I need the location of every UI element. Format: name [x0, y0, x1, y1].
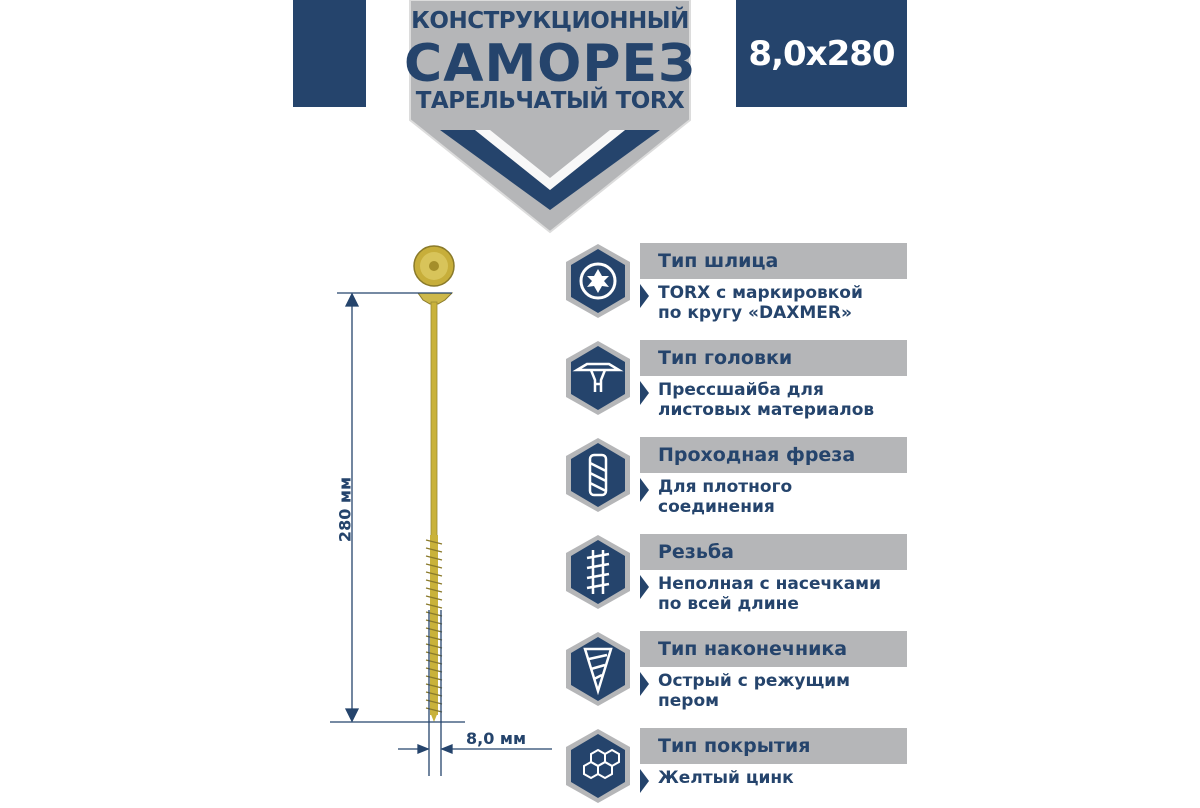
feature-row: Тип покрытия Желтый цинк: [565, 728, 910, 808]
feature-description: TORX с маркировкой по кругу «DAXMER»: [658, 283, 863, 323]
thread-line: [425, 563, 443, 569]
arrow-icon: [640, 478, 649, 502]
screw-drawing: [330, 245, 552, 776]
banner-shape: [409, 0, 691, 234]
feature-title: Тип наконечника: [640, 631, 907, 667]
diameter-label: 8,0 мм: [466, 729, 527, 748]
chevron-icon: [440, 130, 660, 210]
dimension-lines: [330, 292, 552, 776]
feature-description: Для плотного соединения: [658, 477, 793, 517]
feature-description: Желтый цинк: [658, 768, 794, 788]
thread-line: [425, 603, 443, 609]
feature-row: Тип наконечника Острый с режущим пером: [565, 631, 910, 711]
feature-title: Проходная фреза: [640, 437, 907, 473]
feature-row: Тип шлица TORX с маркировкой по кругу «D…: [565, 243, 910, 323]
tip-icon: [566, 632, 630, 706]
title-main: САМОРЕЗ: [404, 34, 696, 94]
feature-title: Тип покрытия: [640, 728, 907, 764]
thread-line: [425, 571, 443, 577]
feature-description: Неполная с насечками по всей длине: [658, 574, 881, 614]
arrow-icon: [640, 575, 649, 599]
feature-description: Прессшайба для листовых материалов: [658, 380, 875, 420]
feature-row: Резьба Неполная с насечками по всей длин…: [565, 534, 910, 614]
thread-icon: [566, 535, 630, 609]
torx-icon: [566, 244, 630, 318]
feature-description: Острый с режущим пером: [658, 671, 851, 711]
arrow-icon: [640, 769, 649, 793]
feature-title: Тип шлица: [640, 243, 907, 279]
thread-line: [425, 539, 443, 545]
title-banner: КОНСТРУКЦИОННЫЙ САМОРЕЗ ТАРЕЛЬЧАТЫЙ TORX: [380, 0, 720, 235]
screw-side-view-icon: [417, 292, 454, 722]
decorative-block-left: [293, 0, 366, 107]
thread-line: [425, 555, 443, 561]
feature-row: Проходная фреза Для плотного соединения: [565, 437, 910, 517]
title-line-1: КОНСТРУКЦИОННЫЙ: [411, 8, 689, 34]
washer-head-icon: [566, 341, 630, 415]
feature-row: Тип головки Прессшайба для листовых мате…: [565, 340, 910, 420]
size-badge: 8,0x280: [736, 0, 907, 107]
length-label: 280 мм: [335, 476, 355, 543]
thread-line: [425, 595, 443, 601]
feature-title: Тип головки: [640, 340, 907, 376]
thread-line: [425, 547, 443, 553]
arrow-icon: [640, 381, 649, 405]
coating-hexagons-icon: [566, 729, 630, 803]
thread-line: [425, 587, 443, 593]
thread-line: [425, 579, 443, 585]
milling-cutter-icon: [566, 438, 630, 512]
feature-title: Резьба: [640, 534, 907, 570]
arrow-icon: [640, 672, 649, 696]
title-line-3: ТАРЕЛЬЧАТЫЙ TORX: [415, 88, 685, 114]
screw-head-top-view-icon: [413, 245, 455, 287]
arrow-icon: [640, 284, 649, 308]
